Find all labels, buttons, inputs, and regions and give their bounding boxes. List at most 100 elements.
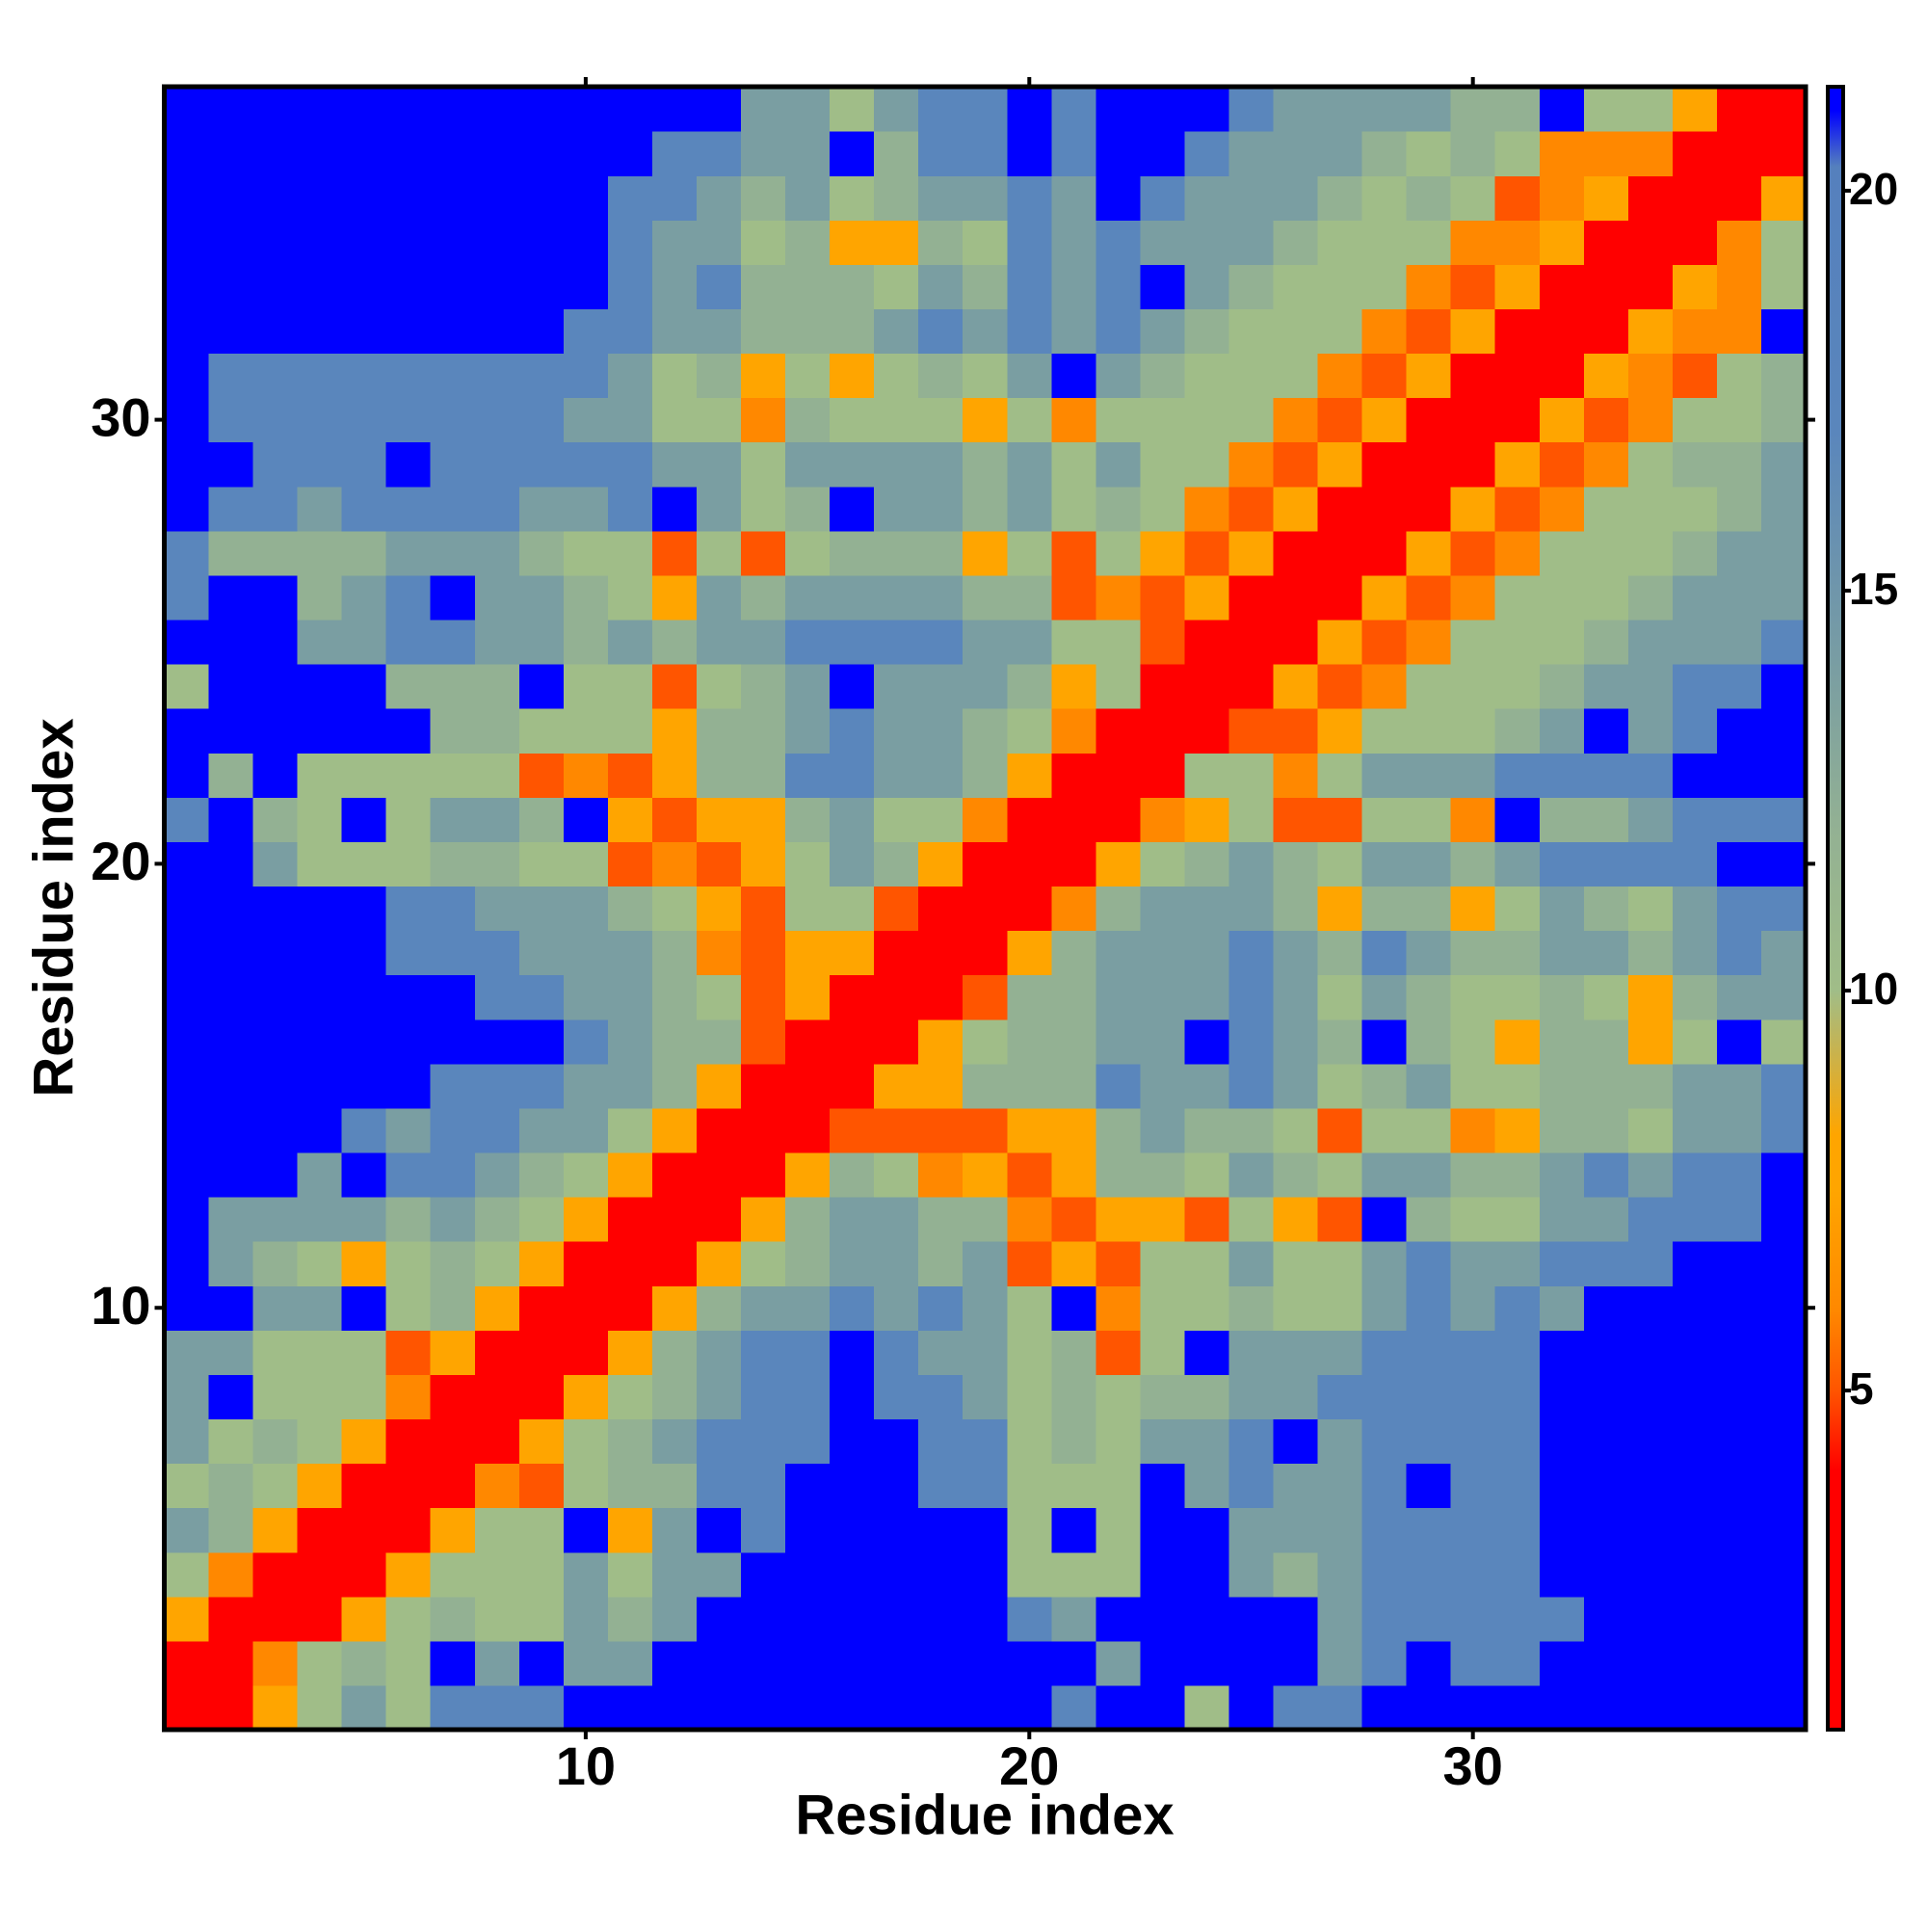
heatmap-cell [1672,1418,1718,1465]
heatmap-cell [297,1596,343,1642]
heatmap-cell [1539,930,1585,976]
heatmap-cell [1228,1151,1275,1198]
heatmap-cell [1406,397,1452,443]
heatmap-cell [341,1151,387,1198]
heatmap-cell [696,974,742,1020]
heatmap-cell [518,1107,565,1153]
heatmap-cell [1007,1107,1052,1153]
colorbar-tick-label: 10 [1849,964,1898,1014]
heatmap-cell [1361,1330,1408,1375]
heatmap-cell [874,1197,919,1242]
heatmap-cell [1539,574,1585,621]
heatmap-cell [651,1019,698,1065]
heatmap-cell [385,353,432,399]
heatmap-cell [696,1063,742,1109]
heatmap-cell [1007,486,1052,532]
heatmap-cell [1716,708,1762,754]
heatmap-cell [1627,1374,1674,1420]
heatmap-cell [430,841,476,887]
heatmap-cell [696,841,742,887]
heatmap-cell [208,574,254,621]
heatmap-cell [474,1063,520,1109]
heatmap-cell [518,1684,565,1731]
heatmap-cell [696,1640,742,1686]
x-tick-label: 20 [999,1735,1059,1796]
heatmap-cell [385,87,432,132]
heatmap-cell [1494,1019,1541,1065]
heatmap-cell [1583,708,1629,754]
heatmap-cell [1672,441,1718,488]
heatmap-cell [874,220,919,265]
heatmap-cell [341,308,387,355]
heatmap-cell [518,308,565,355]
heatmap-cell [1406,1107,1452,1153]
heatmap-cell [430,1418,476,1465]
heatmap-cell [341,974,387,1020]
heatmap-cell [1228,87,1275,132]
heatmap-cell [1494,930,1541,976]
heatmap-cell [430,486,476,532]
heatmap-cell [164,486,210,532]
heatmap-cell [1539,175,1585,221]
heatmap-cell [651,1063,698,1109]
heatmap-cell [1760,797,1807,842]
heatmap-cell [607,974,653,1020]
heatmap-cell [785,353,831,399]
heatmap-cell [1273,530,1319,576]
heatmap-cell [1672,353,1718,399]
heatmap-cell [1007,1640,1052,1686]
heatmap-cell [164,619,210,665]
heatmap-cell [1627,619,1674,665]
heatmap-cell [1095,175,1141,221]
heatmap-cell [430,1463,476,1509]
heatmap-cell [1095,131,1141,176]
y-tick-label: 30 [91,386,150,447]
heatmap-cell [607,1285,653,1331]
heatmap-cell [785,1063,831,1109]
heatmap-cell [1184,1684,1230,1731]
heatmap-cell [1539,264,1585,310]
heatmap-cell [385,486,432,532]
heatmap-cell [1273,1684,1319,1731]
heatmap-cell [430,1330,476,1375]
heatmap-cell [474,131,520,176]
heatmap-cell [1361,930,1408,976]
heatmap-cell [1627,930,1674,976]
heatmap-cell [563,886,609,932]
heatmap-cell [741,1374,786,1420]
heatmap-cell [208,264,254,310]
heatmap-cell [830,308,875,355]
heatmap-cell [830,1551,875,1598]
heatmap-cell [1450,1063,1496,1109]
heatmap-cell [430,619,476,665]
heatmap-cell [1406,1596,1452,1642]
heatmap-cell [1716,1551,1762,1598]
heatmap-cell [1450,1019,1496,1065]
heatmap-cell [1051,308,1096,355]
heatmap-cell [385,1596,432,1642]
heatmap-cell [785,1596,831,1642]
heatmap-cell [1317,619,1363,665]
heatmap-cell [651,131,698,176]
heatmap-cell [341,1507,387,1553]
heatmap-cell [1450,1374,1496,1420]
heatmap-cell [1228,930,1275,976]
heatmap-cell [1627,1063,1674,1109]
heatmap-cell [1583,486,1629,532]
heatmap-cell [963,1330,1008,1375]
heatmap-cell [1228,797,1275,842]
heatmap-cell [563,1107,609,1153]
heatmap-cell [1140,87,1186,132]
heatmap-cell [208,974,254,1020]
heatmap-cell [1317,1418,1363,1465]
heatmap-cell [1007,1596,1052,1642]
heatmap-cell [1450,1241,1496,1286]
heatmap-cell [874,797,919,842]
heatmap-cell [1450,1285,1496,1331]
heatmap-cell [1494,974,1541,1020]
heatmap-cell [830,974,875,1020]
heatmap-cell [1760,175,1807,221]
heatmap-cell [1140,220,1186,265]
heatmap-cell [696,574,742,621]
heatmap-cell [430,930,476,976]
